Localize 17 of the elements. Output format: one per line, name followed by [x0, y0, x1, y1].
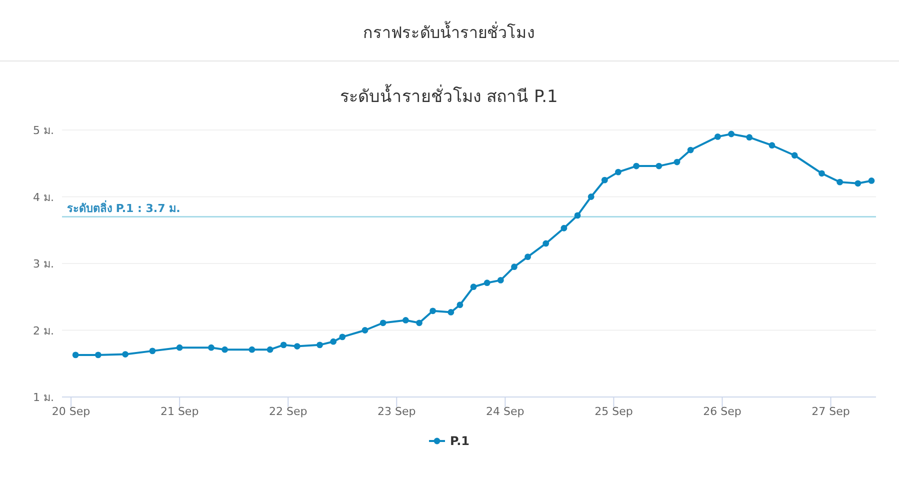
x-tick-label: 21 Sep	[160, 405, 199, 418]
ref-line-label: ระดับตลิ่ง P.1 : 3.7 ม.	[67, 200, 180, 215]
y-tick-label: 2 ม.	[33, 324, 54, 338]
chart-subtitle: ระดับน้ำรายชั่วโมง สถานี P.1	[340, 84, 558, 107]
y-tick-label: 1 ม.	[33, 391, 54, 404]
x-tick-label: 23 Sep	[378, 405, 416, 418]
x-tick-label: 25 Sep	[594, 405, 633, 418]
x-tick-label: 22 Sep	[268, 405, 308, 418]
y-tick-label: 3 ม.	[33, 258, 54, 270]
x-tick-label: 20 Sep	[52, 405, 90, 418]
legend-label: P.1	[450, 434, 470, 448]
x-tick-label: 24 Sep	[486, 405, 524, 418]
chart-title: กราฟระดับน้ำรายชั่วโมง	[363, 21, 535, 42]
x-tick-label: 26 Sep	[703, 405, 742, 418]
x-tick-label: 27 Sep	[812, 405, 850, 418]
y-tick-label: 5 ม.	[33, 124, 54, 137]
y-tick-label: 4 ม.	[33, 190, 54, 204]
